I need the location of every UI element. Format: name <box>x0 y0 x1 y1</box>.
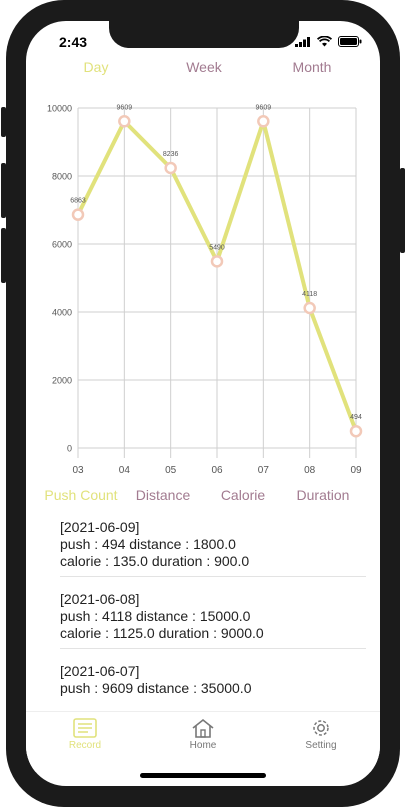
data-point <box>349 424 363 438</box>
record-line: push : 494 distance : 1800.0 <box>60 536 236 552</box>
notch <box>109 21 299 48</box>
data-point <box>164 161 177 175</box>
record-line: calorie : 135.0 duration : 900.0 <box>60 553 250 569</box>
volume-down-button <box>1 228 6 283</box>
x-tick-label: 09 <box>350 465 362 476</box>
gear-icon <box>313 720 329 736</box>
y-tick-label: 4000 <box>52 308 72 318</box>
x-tick-label: 08 <box>304 465 316 476</box>
tab-distance[interactable]: Distance <box>135 487 191 503</box>
record-line: calorie : 1125.0 duration : 9000.0 <box>60 625 264 641</box>
tab-calorie[interactable]: Calorie <box>220 487 266 503</box>
record-date: [2021-06-08] <box>60 591 140 607</box>
data-point <box>257 115 270 128</box>
tab-month[interactable]: Month <box>292 59 332 75</box>
record-line: push : 9609 distance : 35000.0 <box>60 680 252 696</box>
data-point <box>118 115 131 128</box>
tab-push-count[interactable]: Push Count <box>44 487 118 503</box>
data-label: 6863 <box>70 198 86 205</box>
wifi-icon <box>317 36 332 47</box>
screen: 2:43 Day Week Month 0 200 <box>26 21 380 786</box>
y-tick-label: 8000 <box>52 172 72 182</box>
x-tick-label: 07 <box>258 465 270 476</box>
data-label: 8236 <box>163 151 179 158</box>
tabbar-record[interactable]: Record <box>45 718 125 751</box>
status-time: 2:43 <box>59 34 88 50</box>
x-tick-label: 06 <box>211 465 223 476</box>
list-item[interactable]: [2021-06-09] push : 494 distance : 1800.… <box>60 515 366 577</box>
record-list[interactable]: [2021-06-09] push : 494 distance : 1800.… <box>60 515 366 703</box>
home-icon <box>192 718 214 738</box>
battery-icon <box>338 36 362 47</box>
tabbar-home[interactable]: Home <box>163 718 243 751</box>
y-tick-label: 10000 <box>47 104 72 114</box>
volume-up-button <box>1 163 6 218</box>
record-icon <box>73 718 97 738</box>
data-label: 4118 <box>302 291 317 298</box>
list-item[interactable]: [2021-06-07] push : 9609 distance : 3500… <box>60 659 366 703</box>
line-chart: 0 2000 4000 6000 8000 10000 03 04 05 06 07 08 09 6863… <box>47 104 363 476</box>
mute-switch <box>1 107 6 137</box>
data-label: 9609 <box>256 104 272 111</box>
y-tick-label: 2000 <box>52 376 72 386</box>
tabbar-setting-label: Setting <box>305 740 337 751</box>
x-tick-label: 03 <box>72 465 84 476</box>
record-date: [2021-06-09] <box>60 519 140 535</box>
metric-tabs: Push Count Distance Calorie Duration <box>26 487 380 507</box>
signal-icon <box>295 36 310 47</box>
tabbar-home-label: Home <box>189 740 217 751</box>
status-icons <box>295 36 362 47</box>
tabbar-record-label: Record <box>68 740 102 751</box>
list-item[interactable]: [2021-06-08] push : 4118 distance : 1500… <box>60 587 366 649</box>
data-point <box>303 301 316 315</box>
tabbar-setting[interactable]: Setting <box>281 718 361 751</box>
power-button <box>400 168 405 253</box>
x-tick-label: 05 <box>165 465 177 476</box>
home-indicator <box>140 773 266 778</box>
period-tabs: Day Week Month <box>26 59 380 79</box>
tab-day[interactable]: Day <box>83 59 109 75</box>
y-tick-label: 6000 <box>52 240 72 250</box>
data-label: 9609 <box>117 104 133 111</box>
record-line: push : 4118 distance : 15000.0 <box>60 608 251 624</box>
record-date: [2021-06-07] <box>60 663 140 679</box>
tab-duration[interactable]: Duration <box>296 487 350 503</box>
tab-bar: Record Home Setting <box>26 711 380 772</box>
data-label: 494 <box>350 414 362 421</box>
tab-week[interactable]: Week <box>186 59 222 75</box>
data-point <box>210 255 224 268</box>
y-tick-label: 0 <box>67 444 72 454</box>
data-point <box>71 208 85 221</box>
data-label: 5490 <box>209 244 225 251</box>
x-tick-label: 04 <box>119 465 131 476</box>
